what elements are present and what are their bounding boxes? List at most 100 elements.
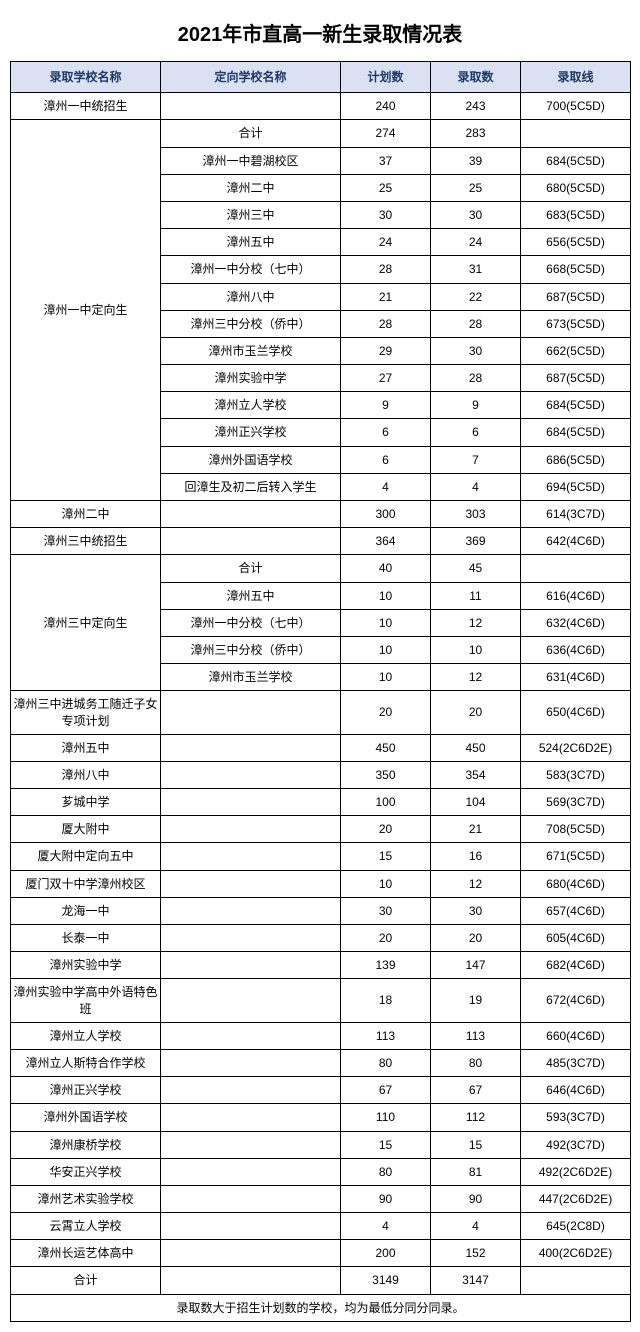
plan-cell: 6 (341, 446, 431, 473)
line-cell: 485(3C7D) (521, 1049, 631, 1076)
line-cell: 614(3C7D) (521, 501, 631, 528)
line-cell: 680(4C6D) (521, 870, 631, 897)
table-row: 龙海一中3030657(4C6D) (11, 897, 631, 924)
line-cell: 616(4C6D) (521, 582, 631, 609)
plan-cell: 28 (341, 310, 431, 337)
plan-cell: 9 (341, 392, 431, 419)
plan-cell: 28 (341, 256, 431, 283)
admit-cell: 45 (431, 555, 521, 582)
school-cell: 漳州实验中学高中外语特色班 (11, 979, 161, 1022)
line-cell: 700(5C5D) (521, 93, 631, 120)
admit-cell: 147 (431, 952, 521, 979)
target-cell: 漳州二中 (161, 174, 341, 201)
school-cell: 漳州长运艺体高中 (11, 1240, 161, 1267)
admit-cell: 12 (431, 870, 521, 897)
target-cell (161, 1131, 341, 1158)
table-row: 漳州一中定向生合计274283 (11, 120, 631, 147)
admit-cell: 24 (431, 229, 521, 256)
target-cell (161, 93, 341, 120)
table-row: 云霄立人学校44645(2C8D) (11, 1213, 631, 1240)
target-cell (161, 816, 341, 843)
column-header: 录取学校名称 (11, 62, 161, 93)
line-cell: 642(4C6D) (521, 528, 631, 555)
line-cell: 673(5C5D) (521, 310, 631, 337)
school-cell: 漳州外国语学校 (11, 1104, 161, 1131)
target-cell (161, 1213, 341, 1240)
school-cell: 漳州康桥学校 (11, 1131, 161, 1158)
plan-cell: 25 (341, 174, 431, 201)
target-cell (161, 897, 341, 924)
table-row: 漳州实验中学139147682(4C6D) (11, 952, 631, 979)
admit-cell: 39 (431, 147, 521, 174)
target-cell (161, 1022, 341, 1049)
target-cell: 漳州八中 (161, 283, 341, 310)
plan-cell: 110 (341, 1104, 431, 1131)
target-cell: 漳州一中碧湖校区 (161, 147, 341, 174)
plan-cell: 30 (341, 897, 431, 924)
target-cell (161, 1049, 341, 1076)
plan-cell: 24 (341, 229, 431, 256)
plan-cell: 90 (341, 1185, 431, 1212)
admission-table: 录取学校名称定向学校名称计划数录取数录取线 漳州一中统招生240243700(5… (10, 61, 631, 1322)
plan-cell: 30 (341, 201, 431, 228)
admit-cell: 11 (431, 582, 521, 609)
target-cell: 漳州市玉兰学校 (161, 337, 341, 364)
line-cell: 593(3C7D) (521, 1104, 631, 1131)
plan-cell: 10 (341, 636, 431, 663)
target-cell: 漳州三中 (161, 201, 341, 228)
plan-cell: 10 (341, 609, 431, 636)
target-cell: 回漳生及初二后转入学生 (161, 473, 341, 500)
admit-cell: 22 (431, 283, 521, 310)
target-cell (161, 761, 341, 788)
column-header: 录取数 (431, 62, 521, 93)
target-cell (161, 1077, 341, 1104)
school-cell: 漳州实验中学 (11, 952, 161, 979)
plan-cell: 10 (341, 582, 431, 609)
line-cell: 684(5C5D) (521, 147, 631, 174)
admit-cell: 9 (431, 392, 521, 419)
admit-cell: 12 (431, 609, 521, 636)
footnote-cell: 录取数大于招生计划数的学校，均为最低分同分同录。 (11, 1294, 631, 1321)
plan-cell: 20 (341, 816, 431, 843)
admit-cell: 20 (431, 691, 521, 734)
target-cell (161, 789, 341, 816)
target-cell: 合计 (161, 555, 341, 582)
table-row: 漳州五中450450524(2C6D2E) (11, 734, 631, 761)
school-cell: 漳州一中定向生 (11, 120, 161, 501)
column-header: 计划数 (341, 62, 431, 93)
table-row: 芗城中学100104569(3C7D) (11, 789, 631, 816)
plan-cell: 113 (341, 1022, 431, 1049)
admit-cell: 80 (431, 1049, 521, 1076)
admit-cell: 243 (431, 93, 521, 120)
line-cell (521, 120, 631, 147)
school-cell: 漳州立人学校 (11, 1022, 161, 1049)
line-cell: 708(5C5D) (521, 816, 631, 843)
plan-cell: 67 (341, 1077, 431, 1104)
plan-cell: 4 (341, 1213, 431, 1240)
line-cell: 645(2C8D) (521, 1213, 631, 1240)
admit-cell: 30 (431, 201, 521, 228)
plan-cell: 364 (341, 528, 431, 555)
school-cell: 漳州八中 (11, 761, 161, 788)
table-row: 合计31493147 (11, 1267, 631, 1294)
target-cell: 漳州实验中学 (161, 365, 341, 392)
target-cell (161, 691, 341, 734)
admit-cell: 25 (431, 174, 521, 201)
plan-cell: 20 (341, 691, 431, 734)
line-cell: 671(5C5D) (521, 843, 631, 870)
target-cell: 合计 (161, 120, 341, 147)
school-cell: 漳州立人斯特合作学校 (11, 1049, 161, 1076)
line-cell: 672(4C6D) (521, 979, 631, 1022)
admit-cell: 10 (431, 636, 521, 663)
target-cell: 漳州市玉兰学校 (161, 664, 341, 691)
footnote-row: 录取数大于招生计划数的学校，均为最低分同分同录。 (11, 1294, 631, 1321)
target-cell (161, 1240, 341, 1267)
plan-cell: 20 (341, 925, 431, 952)
page-title: 2021年市直高一新生录取情况表 (10, 18, 630, 47)
plan-cell: 139 (341, 952, 431, 979)
line-cell: 680(5C5D) (521, 174, 631, 201)
header-row: 录取学校名称定向学校名称计划数录取数录取线 (11, 62, 631, 93)
line-cell: 631(4C6D) (521, 664, 631, 691)
table-row: 漳州康桥学校1515492(3C7D) (11, 1131, 631, 1158)
table-row: 厦大附中2021708(5C5D) (11, 816, 631, 843)
